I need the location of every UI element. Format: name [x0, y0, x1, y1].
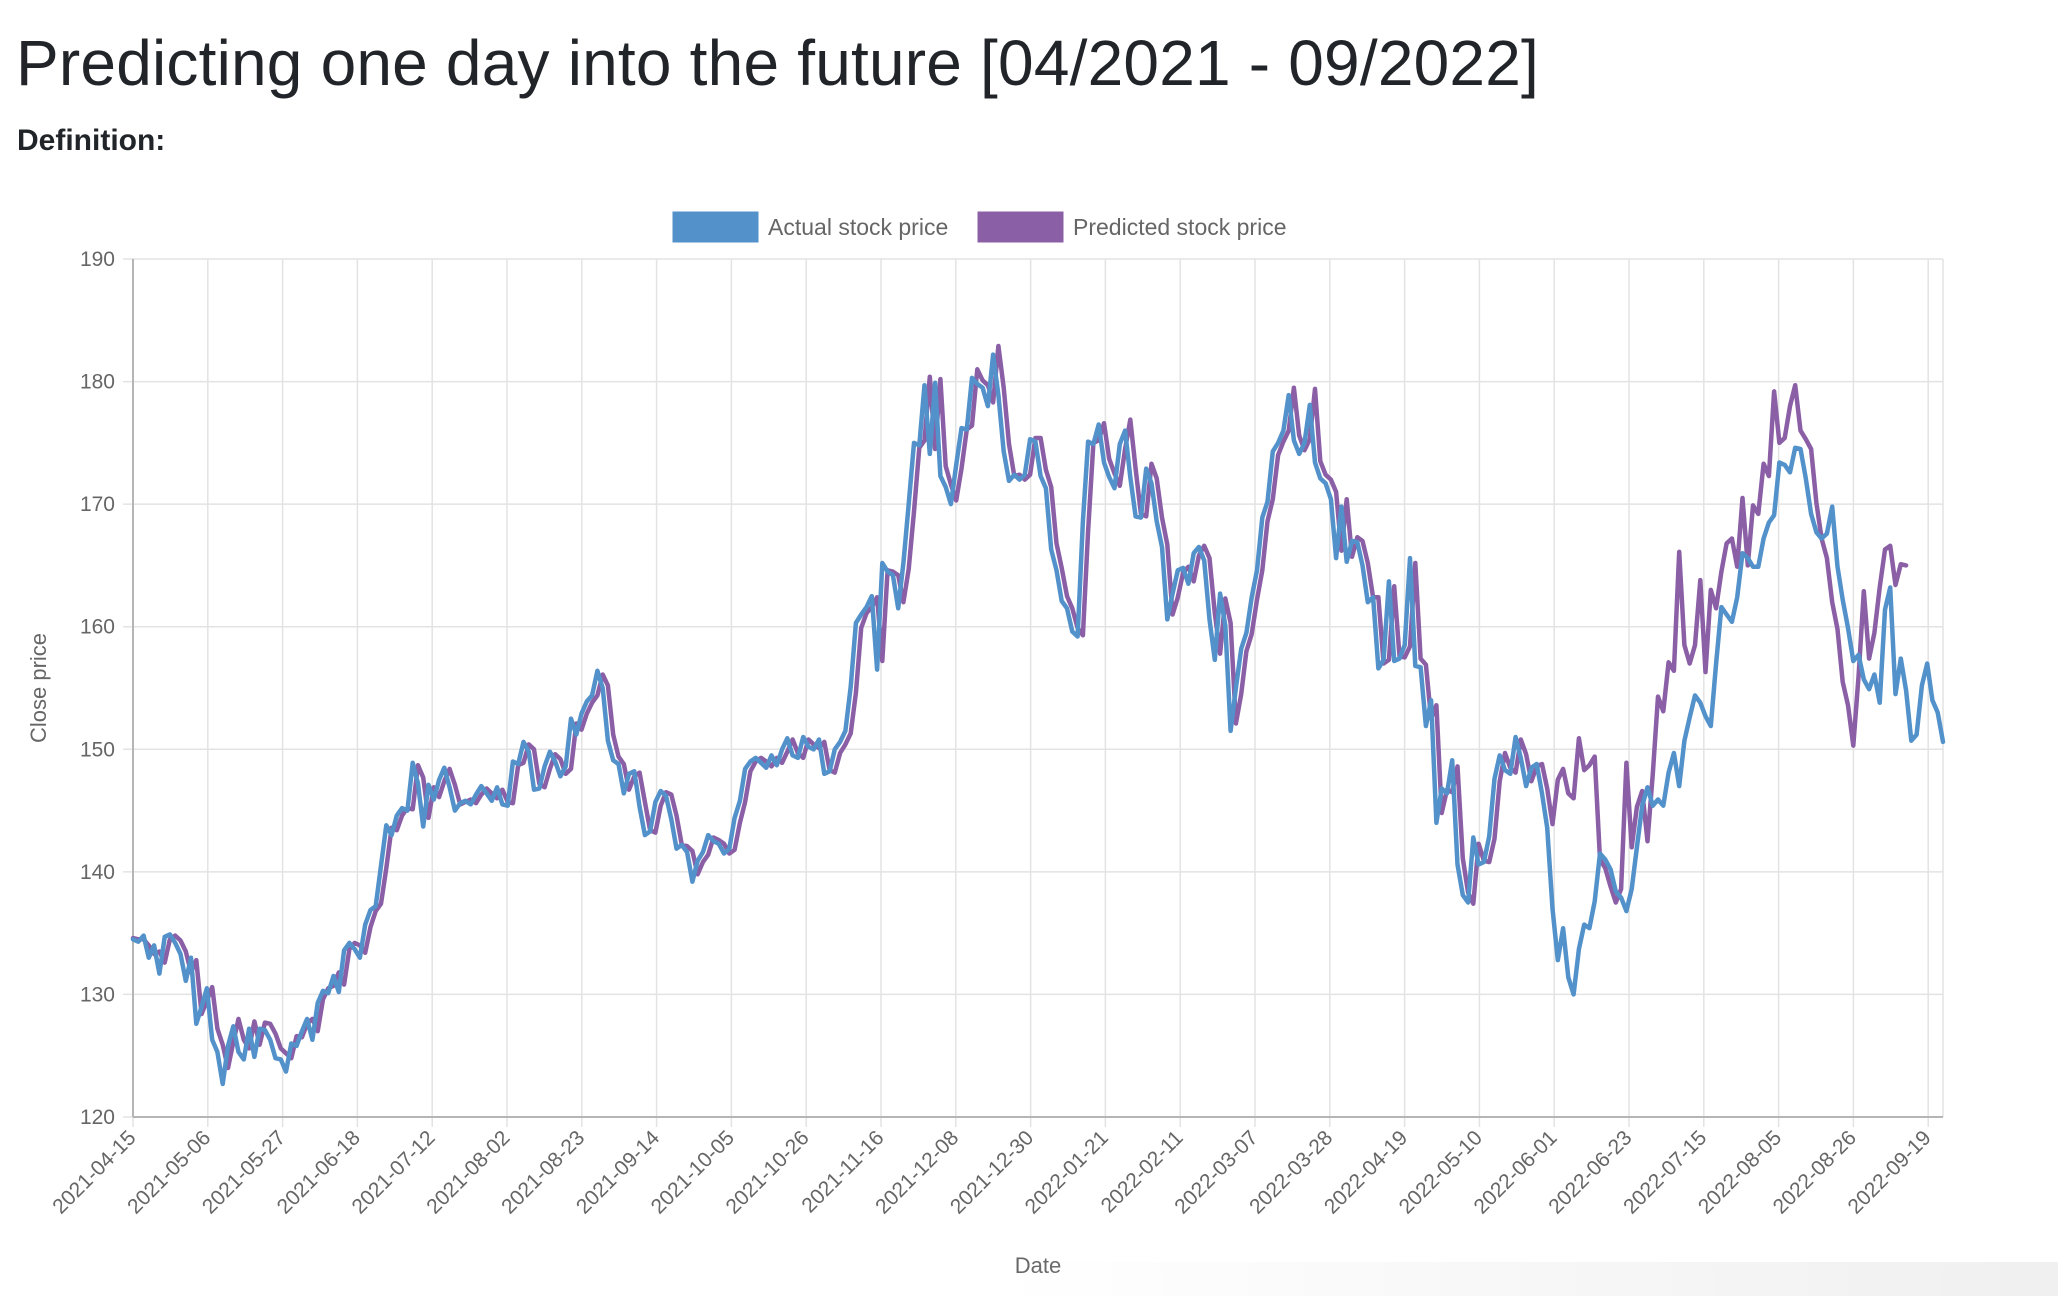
y-tick-label: 120: [80, 1106, 115, 1129]
chart-grid: [123, 258, 1944, 1127]
y-tick-label: 150: [80, 738, 115, 761]
legend-swatch: [977, 211, 1064, 243]
chart-series: [130, 343, 1946, 1087]
legend-label: Predicted stock price: [1073, 214, 1286, 240]
legend-label: Actual stock price: [768, 214, 948, 240]
page-title: Predicting one day into the future [04/2…: [16, 27, 1539, 99]
y-tick-label: 130: [80, 983, 115, 1006]
y-tick-label: 180: [80, 371, 115, 394]
legend-item-actual[interactable]: Actual stock price: [672, 211, 948, 243]
y-tick-label: 140: [80, 861, 115, 884]
y-tick-label: 190: [80, 248, 115, 271]
x-axis-title: Date: [1015, 1253, 1061, 1278]
x-axis: 2021-04-152021-05-062021-05-272021-06-18…: [48, 1126, 1935, 1218]
chart-legend[interactable]: Actual stock price Predicted stock price: [672, 211, 1286, 243]
y-tick-label: 170: [80, 493, 115, 516]
series-line-predicted: [130, 343, 1909, 1071]
legend-swatch: [672, 211, 759, 243]
legend-item-predicted[interactable]: Predicted stock price: [977, 211, 1286, 243]
definition-label: Definition:: [17, 124, 166, 157]
y-axis: 120 130 140 150 160 170 180 190: [80, 248, 115, 1129]
series-line-actual: [130, 352, 1946, 1087]
y-tick-label: 160: [80, 616, 115, 639]
y-axis-title: Close price: [26, 633, 51, 743]
